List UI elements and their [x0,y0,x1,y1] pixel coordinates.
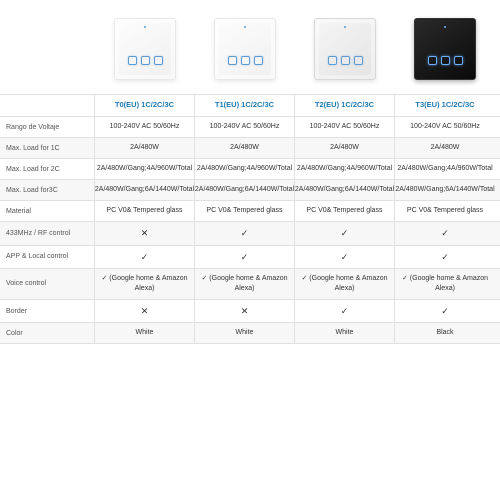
table-row: Max. Load for 1C2A/480W2A/480W2A/480W2A/… [0,137,500,158]
table-cell: 2A/480W/Gang;4A/960W/Total [95,159,195,179]
table-row: Rango de Voltaje100-240V AC 50/60Hz100-2… [0,116,500,137]
table-cell: ✓ (Google home & Amazon Alexa) [395,269,495,299]
table-cell: 100-240V AC 50/60Hz [295,117,395,137]
table-cell: 2A/480W/Gang;4A/960W/Total [395,159,495,179]
table-cell: 100-240V AC 50/60Hz [395,117,495,137]
header-t2: T2(EU) 1C/2C/3C [295,95,395,116]
comparison-table: T0(EU) 1C/2C/3C T1(EU) 1C/2C/3C T2(EU) 1… [0,0,500,344]
row-label: Max. Load for 1C [0,138,95,158]
spec-table: T0(EU) 1C/2C/3C T1(EU) 1C/2C/3C T2(EU) 1… [0,94,500,344]
table-cell: ✓ [95,246,195,269]
table-cell: ✓ [395,300,495,323]
table-row: Border✕✕✓✓ [0,299,500,323]
table-row: Max. Load for3C2A/480W/Gang;6A/1440W/Tot… [0,179,500,200]
table-cell: 100-240V AC 50/60Hz [95,117,195,137]
table-cell: PC V0& Tempered glass [195,201,295,221]
table-cell: 2A/480W/Gang;6A/1440W/Total [95,180,195,200]
row-label: Material [0,201,95,221]
table-cell: White [95,323,195,343]
product-image-t0 [95,18,195,80]
header-t0: T0(EU) 1C/2C/3C [95,95,195,116]
table-cell: ✓ [395,222,495,245]
table-cell: 2A/480W/Gang;6A/1440W/Total [195,180,295,200]
header-t3: T3(EU) 1C/2C/3C [395,95,495,116]
table-cell: ✓ [295,246,395,269]
product-image-t3 [395,18,495,80]
table-cell: White [195,323,295,343]
row-label: APP & Local control [0,246,95,269]
table-cell: ✓ (Google home & Amazon Alexa) [295,269,395,299]
table-cell: ✕ [95,222,195,245]
table-cell: PC V0& Tempered glass [95,201,195,221]
table-cell: ✓ (Google home & Amazon Alexa) [195,269,295,299]
table-cell: PC V0& Tempered glass [395,201,495,221]
header-t1: T1(EU) 1C/2C/3C [195,95,295,116]
row-label: Color [0,323,95,343]
row-label: Max. Load for3C [0,180,95,200]
table-cell: 2A/480W [95,138,195,158]
table-row: 433MHz / RF control✕✓✓✓ [0,221,500,245]
table-row: Max. Load for 2C2A/480W/Gang;4A/960W/Tot… [0,158,500,179]
table-cell: PC V0& Tempered glass [295,201,395,221]
table-cell: 2A/480W [295,138,395,158]
table-cell: White [295,323,395,343]
table-cell: 2A/480W/Gang;6A/1440W/Total [295,180,395,200]
row-label: Max. Load for 2C [0,159,95,179]
header-row: T0(EU) 1C/2C/3C T1(EU) 1C/2C/3C T2(EU) 1… [0,94,500,116]
row-label: Rango de Voltaje [0,117,95,137]
table-row: MaterialPC V0& Tempered glassPC V0& Temp… [0,200,500,221]
table-cell: ✕ [95,300,195,323]
switch-silver-icon [314,18,376,80]
product-image-t2 [295,18,395,80]
table-cell: 100-240V AC 50/60Hz [195,117,295,137]
table-cell: ✓ [195,246,295,269]
table-cell: Black [395,323,495,343]
table-row: Voice control✓ (Google home & Amazon Ale… [0,268,500,299]
table-cell: ✓ [295,300,395,323]
table-cell: 2A/480W [195,138,295,158]
table-cell: ✓ (Google home & Amazon Alexa) [95,269,195,299]
header-label-empty [0,95,95,116]
table-row: ColorWhiteWhiteWhiteBlack [0,322,500,344]
table-cell: 2A/480W/Gang;6A/1440W/Total [395,180,495,200]
row-label: Voice control [0,269,95,299]
product-images-row [0,0,500,94]
switch-white-icon [114,18,176,80]
table-cell: 2A/480W [395,138,495,158]
row-label: 433MHz / RF control [0,222,95,245]
product-image-t1 [195,18,295,80]
table-cell: ✓ [295,222,395,245]
table-cell: ✕ [195,300,295,323]
switch-black-icon [414,18,476,80]
table-cell: 2A/480W/Gang;4A/960W/Total [195,159,295,179]
table-cell: ✓ [195,222,295,245]
table-cell: ✓ [395,246,495,269]
table-row: APP & Local control✓✓✓✓ [0,245,500,269]
row-label: Border [0,300,95,323]
switch-white-icon [214,18,276,80]
table-cell: 2A/480W/Gang;4A/960W/Total [295,159,395,179]
